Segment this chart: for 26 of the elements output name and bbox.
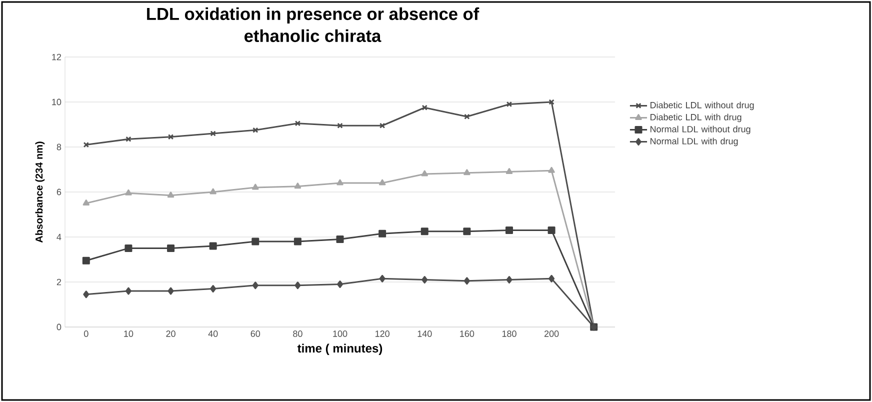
y-tick-label: 2 [56,278,62,286]
y-tick-label: 4 [56,234,62,240]
legend-label: Normal LDL with drug [650,138,738,146]
y-tick-label: 12 [52,54,62,60]
x-tick-label: 140 [418,330,432,337]
x-tick-label: 200 [544,330,559,337]
x-tick-label: 10 [124,330,134,337]
x-tick-label: 60 [250,330,260,337]
legend-label: Normal LDL without drug [650,126,750,134]
y-tick-label: 6 [56,188,62,196]
y-tick-label: 0 [56,324,62,330]
x-tick-label: 100 [333,330,348,337]
x-tick-label: 20 [166,330,176,337]
x-axis-title: time ( minutes) [297,344,382,355]
chart-title: LDL oxidation in presence or absence of ethanolic chirata [147,7,480,42]
x-tick-label: 40 [208,330,218,337]
legend-label: Diabetic LDL with drug [650,114,742,122]
x-tick-label: 0 [84,330,88,337]
x-tick-label: 80 [293,330,302,337]
x-tick-label: 160 [460,330,474,337]
x-tick-label: 180 [502,330,516,337]
x-tick-label: 120 [375,330,390,337]
y-tick-label: 10 [52,98,62,106]
y-axis-title: Absorbance (234 nm) [35,142,45,243]
y-tick-label: 8 [56,144,62,150]
legend-label: Diabetic LDL without drug [650,102,754,110]
